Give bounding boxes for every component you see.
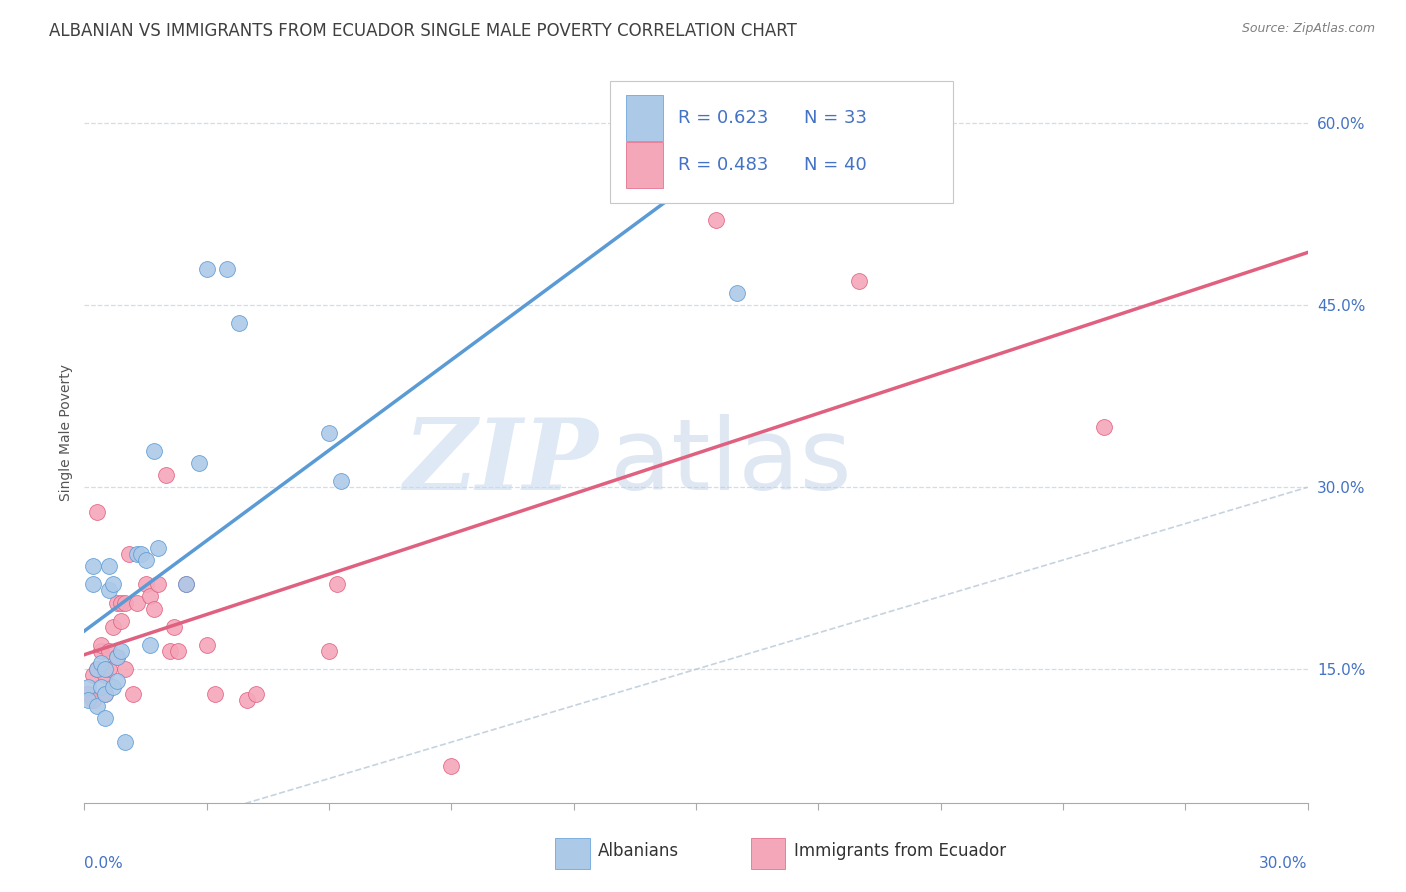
Point	[1092, 419, 1115, 434]
Point	[848, 274, 870, 288]
Y-axis label: Single Male Poverty: Single Male Poverty	[59, 364, 73, 501]
Text: Immigrants from Ecuador: Immigrants from Ecuador	[794, 842, 1005, 860]
Text: R = 0.483: R = 0.483	[678, 155, 768, 174]
Point	[127, 595, 149, 609]
Point	[105, 595, 128, 609]
Point	[97, 583, 120, 598]
Point	[195, 261, 218, 276]
Point	[105, 650, 128, 665]
Point	[93, 662, 115, 676]
Point	[131, 547, 153, 561]
Point	[97, 559, 120, 574]
Text: R = 0.623: R = 0.623	[678, 109, 768, 127]
Text: Source: ZipAtlas.com: Source: ZipAtlas.com	[1241, 22, 1375, 36]
Point	[110, 595, 132, 609]
Point	[90, 644, 112, 658]
Point	[122, 687, 145, 701]
FancyBboxPatch shape	[555, 838, 589, 870]
Point	[146, 577, 169, 591]
Point	[135, 577, 157, 591]
Point	[114, 735, 136, 749]
Point	[93, 687, 115, 701]
Point	[138, 590, 160, 604]
Point	[318, 425, 340, 440]
Point	[118, 547, 141, 561]
Point	[114, 662, 136, 676]
Text: 0.0%: 0.0%	[84, 856, 124, 871]
Text: Albanians: Albanians	[598, 842, 679, 860]
Point	[82, 692, 104, 706]
Point	[101, 620, 124, 634]
Point	[204, 687, 226, 701]
Point	[110, 644, 132, 658]
Point	[110, 614, 132, 628]
Point	[82, 559, 104, 574]
Point	[86, 698, 108, 713]
Point	[101, 577, 124, 591]
Point	[114, 595, 136, 609]
Point	[82, 577, 104, 591]
Point	[195, 638, 218, 652]
Point	[167, 644, 190, 658]
Point	[93, 711, 115, 725]
Point	[77, 687, 100, 701]
Point	[245, 687, 267, 701]
Point	[86, 662, 108, 676]
Point	[97, 644, 120, 658]
Point	[90, 657, 112, 671]
Point	[138, 638, 160, 652]
Point	[330, 474, 353, 488]
Text: 30.0%: 30.0%	[1260, 856, 1308, 871]
Point	[155, 468, 177, 483]
Point	[142, 601, 165, 615]
Point	[706, 213, 728, 227]
Point	[318, 644, 340, 658]
Point	[77, 692, 100, 706]
FancyBboxPatch shape	[626, 95, 664, 141]
Point	[86, 662, 108, 676]
Text: atlas: atlas	[610, 414, 852, 511]
Point	[127, 547, 149, 561]
Point	[101, 681, 124, 695]
Point	[105, 650, 128, 665]
Point	[142, 443, 165, 458]
FancyBboxPatch shape	[626, 142, 664, 187]
Point	[93, 668, 115, 682]
Point	[187, 456, 209, 470]
Point	[725, 286, 748, 301]
Point	[90, 681, 112, 695]
Point	[163, 620, 186, 634]
Point	[440, 759, 463, 773]
Text: ALBANIAN VS IMMIGRANTS FROM ECUADOR SINGLE MALE POVERTY CORRELATION CHART: ALBANIAN VS IMMIGRANTS FROM ECUADOR SING…	[49, 22, 797, 40]
Point	[146, 541, 169, 555]
Text: N = 40: N = 40	[804, 155, 866, 174]
Point	[97, 662, 120, 676]
Point	[86, 504, 108, 518]
Point	[228, 317, 250, 331]
FancyBboxPatch shape	[610, 81, 953, 203]
Point	[105, 674, 128, 689]
Point	[135, 553, 157, 567]
Point	[159, 644, 181, 658]
Point	[82, 668, 104, 682]
Point	[90, 638, 112, 652]
Text: ZIP: ZIP	[404, 414, 598, 510]
Text: N = 33: N = 33	[804, 109, 866, 127]
Point	[217, 261, 239, 276]
Point	[236, 692, 259, 706]
Point	[174, 577, 197, 591]
Point	[326, 577, 349, 591]
Point	[174, 577, 197, 591]
FancyBboxPatch shape	[751, 838, 786, 870]
Point	[93, 687, 115, 701]
Point	[77, 681, 100, 695]
